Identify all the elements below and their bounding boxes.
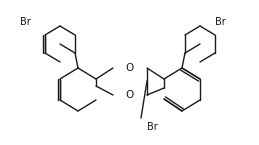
Text: Br: Br [147,122,157,132]
Text: Br: Br [215,17,225,27]
Text: O: O [126,63,134,73]
Text: O: O [126,90,134,100]
Text: Br: Br [20,17,30,27]
